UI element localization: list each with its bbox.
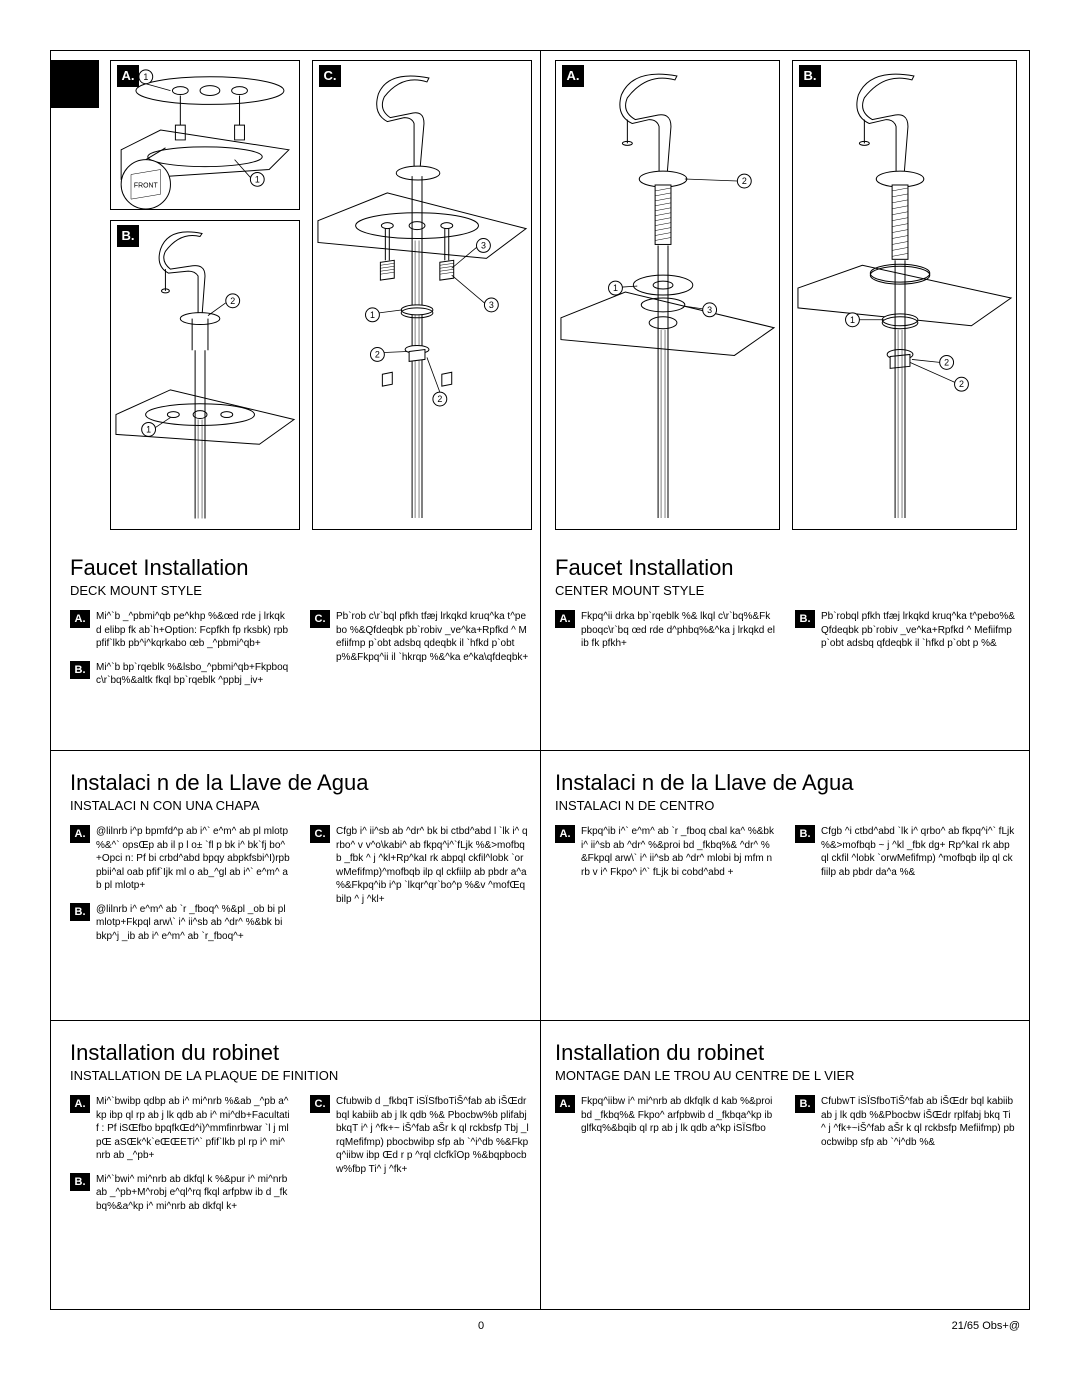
inst-label: A. [70, 1095, 90, 1113]
inst-text: Pb`rob c\r`bql pfkh tfæj lrkqkd kruq^ka … [336, 610, 530, 664]
svg-text:3: 3 [489, 300, 494, 310]
svg-text:2: 2 [944, 357, 949, 367]
title-fr-right: Installation du robinet [555, 1040, 1015, 1066]
inst-item: C. Pb`rob c\r`bql pfkh tfæj lrkqkd kruq^… [310, 610, 530, 664]
horizontal-divider-2 [50, 1020, 1030, 1021]
inst-item: B. Mi^`b bp`rqeblk %&lsbo_^pbmi^qb+Fkpbo… [70, 661, 290, 688]
subtitle-en-right: CENTER MOUNT STYLE [555, 583, 1015, 598]
footer-right: 21/65 Obs+@ [952, 1320, 1020, 1332]
inst-text: Pb`robql pfkh tfæj lrkqkd kruq^ka t^pebo… [821, 610, 1015, 651]
callout-label-a: A. [562, 65, 584, 87]
horizontal-divider-1 [50, 750, 1030, 751]
inst-label: A. [70, 825, 90, 843]
inst-text: Fkpq^ii drka bp`rqeblk %& lkql c\r`bq%&F… [581, 610, 775, 651]
callout-label-c: C. [319, 65, 341, 87]
inst-item: A. Fkpq^ib i^` e^m^ ab `r _fboq cbal ka^… [555, 825, 775, 879]
section-left-fr: Installation du robinet INSTALLATION DE … [70, 1040, 530, 1223]
inst-label: B. [70, 661, 90, 679]
inst-item: A. Mi^`bwibp qdbp ab i^ mi^nrb %&ab _^pb… [70, 1095, 290, 1163]
inst-item: B. @lilnrb i^ e^m^ ab `r _fboq^ %&pl _ob… [70, 903, 290, 944]
title-es-left: Instalaci n de la Llave de Agua [70, 770, 530, 796]
inst-label: A. [555, 610, 575, 628]
svg-text:2: 2 [437, 394, 442, 404]
inst-item: A. Fkpq^ii drka bp`rqeblk %& lkql c\r`bq… [555, 610, 775, 651]
svg-text:FRONT: FRONT [134, 182, 159, 189]
subtitle-fr-left: INSTALLATION DE LA PLAQUE DE FINITION [70, 1068, 530, 1083]
callout-label-a: A. [117, 65, 139, 87]
subtitle-es-left: INSTALACI N CON UNA CHAPA [70, 798, 530, 813]
svg-text:1: 1 [255, 174, 260, 184]
inst-text: Fkpq^ib i^` e^m^ ab `r _fboq cbal ka^ %&… [581, 825, 775, 879]
svg-text:2: 2 [375, 349, 380, 359]
inst-text: Mi^`bwi^ mi^nrb ab dkfql k %&pur i^ mi^n… [96, 1173, 290, 1214]
subtitle-en-left: DECK MOUNT STYLE [70, 583, 530, 598]
inst-item: A. Mi^`b _^pbmi^qb pe^khp %&œd rde j lrk… [70, 610, 290, 651]
inst-text: Cfgb i^ ii^sb ab ^dr^ bk bi ctbd^abd l `… [336, 825, 530, 906]
inst-text: Cfgb ^i ctbd^abd `lk i^ qrbo^ ab fkpq^i^… [821, 825, 1015, 879]
inst-text: @lilnrb i^p bpmfd^p ab i^` e^m^ ab pl ml… [96, 825, 290, 893]
inst-label: B. [795, 825, 815, 843]
section-right-es: Instalaci n de la Llave de Agua INSTALAC… [555, 770, 1015, 889]
section-left-es: Instalaci n de la Llave de Agua INSTALAC… [70, 770, 530, 953]
title-en-right: Faucet Installation [555, 555, 1015, 581]
inst-label: A. [70, 610, 90, 628]
inst-label: B. [795, 610, 815, 628]
svg-text:1: 1 [146, 424, 151, 434]
svg-text:2: 2 [742, 176, 747, 186]
vertical-divider [540, 50, 541, 1310]
inst-label: B. [795, 1095, 815, 1113]
inst-text: Mi^`b bp`rqeblk %&lsbo_^pbmi^qb+Fkpboq c… [96, 661, 290, 688]
svg-text:1: 1 [143, 72, 148, 82]
inst-text: CfubwT iSÏSfboTiŠ^fab ab iŠŒdr bql kabii… [821, 1095, 1015, 1149]
inst-item: B. Mi^`bwi^ mi^nrb ab dkfql k %&pur i^ m… [70, 1173, 290, 1214]
title-fr-left: Installation du robinet [70, 1040, 530, 1066]
svg-text:1: 1 [370, 310, 375, 320]
inst-item: C. Cfubwib d _fkbqT iSÏSfboTiŠ^fab ab iŠ… [310, 1095, 530, 1176]
inst-label: A. [555, 825, 575, 843]
title-en-left: Faucet Installation [70, 555, 530, 581]
title-es-right: Instalaci n de la Llave de Agua [555, 770, 1015, 796]
inst-item: B. Pb`robql pfkh tfæj lrkqkd kruq^ka t^p… [795, 610, 1015, 651]
inst-label: B. [70, 903, 90, 921]
inst-label: C. [310, 610, 330, 628]
inst-item: B. CfubwT iSÏSfboTiŠ^fab ab iŠŒdr bql ka… [795, 1095, 1015, 1149]
inst-label: C. [310, 825, 330, 843]
inst-label: A. [555, 1095, 575, 1113]
inst-text: Mi^`bwibp qdbp ab i^ mi^nrb %&ab _^pb a^… [96, 1095, 290, 1163]
inst-item: A. Fkpq^iibw i^ mi^nrb ab dkfqlk d kab %… [555, 1095, 775, 1136]
inst-label: B. [70, 1173, 90, 1191]
inst-label: C. [310, 1095, 330, 1113]
inst-item: B. Cfgb ^i ctbd^abd `lk i^ qrbo^ ab fkpq… [795, 825, 1015, 879]
inst-text: Mi^`b _^pbmi^qb pe^khp %&œd rde j lrkqkd… [96, 610, 290, 651]
svg-text:2: 2 [959, 379, 964, 389]
footer-center: 0 [478, 1320, 484, 1332]
svg-text:1: 1 [850, 315, 855, 325]
svg-text:3: 3 [481, 240, 486, 250]
section-left-en: Faucet Installation DECK MOUNT STYLE A. … [70, 555, 530, 698]
inst-text: Fkpq^iibw i^ mi^nrb ab dkfqlk d kab %&pr… [581, 1095, 775, 1136]
svg-text:2: 2 [230, 296, 235, 306]
subtitle-es-right: INSTALACI N DE CENTRO [555, 798, 1015, 813]
illust-right-a: A. 2 1 3 [555, 60, 780, 530]
svg-text:1: 1 [613, 283, 618, 293]
callout-label-b: B. [117, 225, 139, 247]
illust-left-b: B. 2 1 [110, 220, 300, 530]
inst-item: A. @lilnrb i^p bpmfd^p ab i^` e^m^ ab pl… [70, 825, 290, 893]
inst-text: Cfubwib d _fkbqT iSÏSfboTiŠ^fab ab iŠŒdr… [336, 1095, 530, 1176]
svg-text:3: 3 [707, 305, 712, 315]
inst-text: @lilnrb i^ e^m^ ab `r _fboq^ %&pl _ob bi… [96, 903, 290, 944]
inst-item: C. Cfgb i^ ii^sb ab ^dr^ bk bi ctbd^abd … [310, 825, 530, 906]
illust-left-a: A. FRONT 1 1 [110, 60, 300, 210]
section-right-fr: Installation du robinet MONTAGE DAN LE T… [555, 1040, 1015, 1159]
step-indicator-block [51, 60, 99, 108]
subtitle-fr-right: MONTAGE DAN LE TROU AU CENTRE DE L VIER [555, 1068, 1015, 1083]
illust-left-c: C. [312, 60, 532, 530]
illust-right-b: B. 1 2 2 [792, 60, 1017, 530]
section-right-en: Faucet Installation CENTER MOUNT STYLE A… [555, 555, 1015, 661]
callout-label-b: B. [799, 65, 821, 87]
